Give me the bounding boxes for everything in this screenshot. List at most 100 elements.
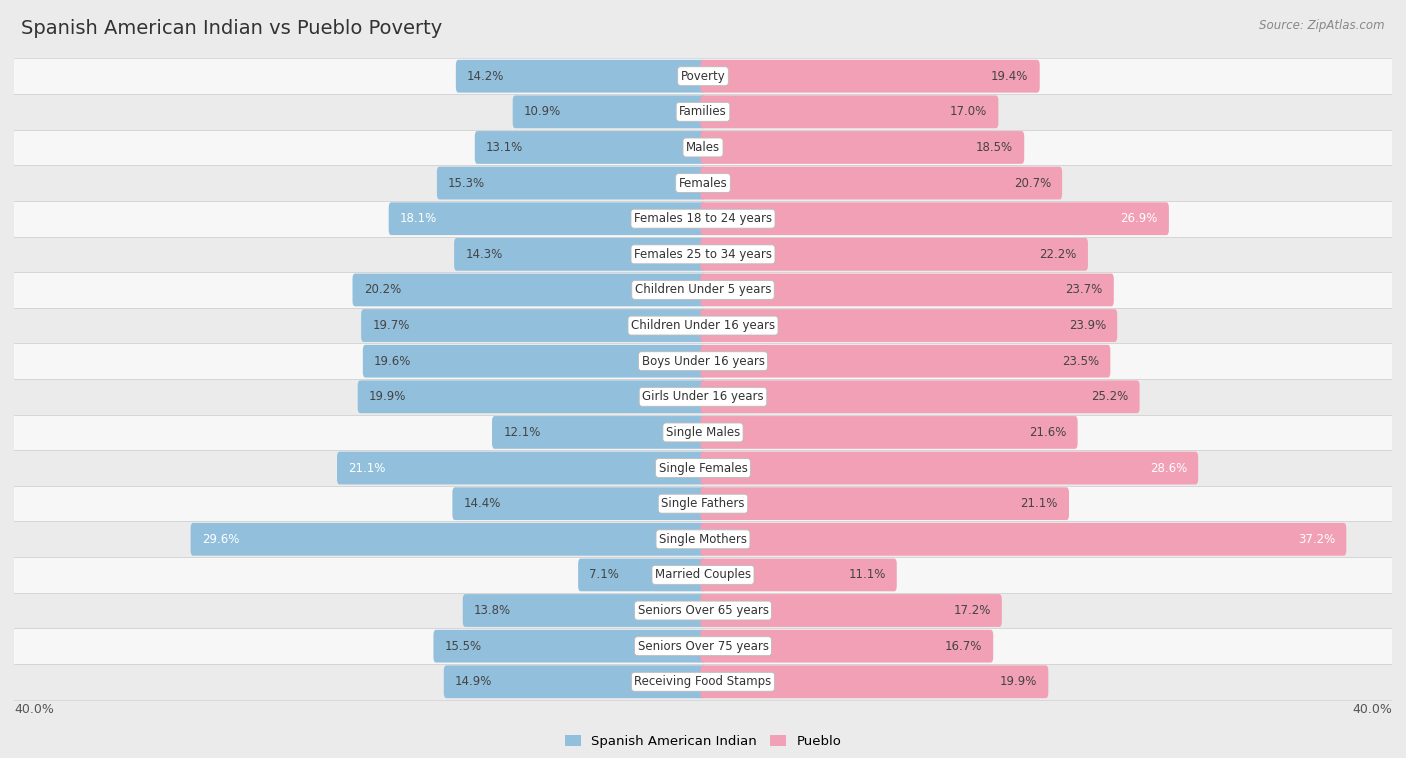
Text: 18.5%: 18.5% xyxy=(976,141,1012,154)
FancyBboxPatch shape xyxy=(453,487,706,520)
Text: Seniors Over 65 years: Seniors Over 65 years xyxy=(637,604,769,617)
Text: 14.9%: 14.9% xyxy=(456,675,492,688)
FancyBboxPatch shape xyxy=(353,274,706,306)
Text: 29.6%: 29.6% xyxy=(202,533,239,546)
FancyBboxPatch shape xyxy=(363,345,706,377)
Text: 23.5%: 23.5% xyxy=(1062,355,1099,368)
Text: 26.9%: 26.9% xyxy=(1121,212,1157,225)
Bar xyxy=(6,272,1400,308)
FancyBboxPatch shape xyxy=(700,309,1118,342)
FancyBboxPatch shape xyxy=(700,381,1140,413)
Text: 40.0%: 40.0% xyxy=(1353,703,1392,716)
Text: Children Under 5 years: Children Under 5 years xyxy=(634,283,772,296)
Text: Females 18 to 24 years: Females 18 to 24 years xyxy=(634,212,772,225)
FancyBboxPatch shape xyxy=(475,131,706,164)
Bar xyxy=(6,415,1400,450)
FancyBboxPatch shape xyxy=(388,202,706,235)
FancyBboxPatch shape xyxy=(700,202,1168,235)
Bar xyxy=(6,557,1400,593)
FancyBboxPatch shape xyxy=(361,309,706,342)
Text: Poverty: Poverty xyxy=(681,70,725,83)
Text: 21.1%: 21.1% xyxy=(349,462,385,475)
FancyBboxPatch shape xyxy=(700,523,1347,556)
FancyBboxPatch shape xyxy=(433,630,706,662)
Bar xyxy=(6,628,1400,664)
Bar xyxy=(6,236,1400,272)
Text: 17.0%: 17.0% xyxy=(950,105,987,118)
FancyBboxPatch shape xyxy=(700,60,1039,92)
Text: 40.0%: 40.0% xyxy=(14,703,53,716)
Text: 12.1%: 12.1% xyxy=(503,426,540,439)
Text: Males: Males xyxy=(686,141,720,154)
Text: 37.2%: 37.2% xyxy=(1298,533,1336,546)
Text: 14.4%: 14.4% xyxy=(464,497,501,510)
Text: Receiving Food Stamps: Receiving Food Stamps xyxy=(634,675,772,688)
Bar xyxy=(6,308,1400,343)
Text: 7.1%: 7.1% xyxy=(589,568,619,581)
FancyBboxPatch shape xyxy=(578,559,706,591)
Bar xyxy=(6,522,1400,557)
FancyBboxPatch shape xyxy=(700,238,1088,271)
Text: 17.2%: 17.2% xyxy=(953,604,991,617)
FancyBboxPatch shape xyxy=(357,381,706,413)
FancyBboxPatch shape xyxy=(700,167,1062,199)
FancyBboxPatch shape xyxy=(456,60,706,92)
Bar xyxy=(6,593,1400,628)
Text: Girls Under 16 years: Girls Under 16 years xyxy=(643,390,763,403)
Text: Spanish American Indian vs Pueblo Poverty: Spanish American Indian vs Pueblo Povert… xyxy=(21,19,443,38)
FancyBboxPatch shape xyxy=(191,523,706,556)
Text: 16.7%: 16.7% xyxy=(945,640,981,653)
Text: Families: Families xyxy=(679,105,727,118)
Bar xyxy=(6,94,1400,130)
Text: Single Males: Single Males xyxy=(666,426,740,439)
Text: 20.2%: 20.2% xyxy=(364,283,401,296)
FancyBboxPatch shape xyxy=(700,345,1111,377)
Bar xyxy=(6,130,1400,165)
Text: 14.3%: 14.3% xyxy=(465,248,502,261)
Text: 22.2%: 22.2% xyxy=(1039,248,1077,261)
Text: 21.1%: 21.1% xyxy=(1021,497,1057,510)
FancyBboxPatch shape xyxy=(700,416,1077,449)
Text: 19.6%: 19.6% xyxy=(374,355,412,368)
Text: Single Females: Single Females xyxy=(658,462,748,475)
FancyBboxPatch shape xyxy=(700,630,993,662)
FancyBboxPatch shape xyxy=(700,594,1002,627)
Bar xyxy=(6,664,1400,700)
Text: Children Under 16 years: Children Under 16 years xyxy=(631,319,775,332)
FancyBboxPatch shape xyxy=(700,452,1198,484)
FancyBboxPatch shape xyxy=(700,131,1024,164)
Bar xyxy=(6,343,1400,379)
Text: 20.7%: 20.7% xyxy=(1014,177,1050,190)
Text: 21.6%: 21.6% xyxy=(1029,426,1066,439)
Text: 15.5%: 15.5% xyxy=(444,640,482,653)
FancyBboxPatch shape xyxy=(700,96,998,128)
Text: 19.7%: 19.7% xyxy=(373,319,409,332)
Text: Married Couples: Married Couples xyxy=(655,568,751,581)
Text: Boys Under 16 years: Boys Under 16 years xyxy=(641,355,765,368)
Bar xyxy=(6,486,1400,522)
Legend: Spanish American Indian, Pueblo: Spanish American Indian, Pueblo xyxy=(560,730,846,753)
Text: 23.7%: 23.7% xyxy=(1066,283,1102,296)
FancyBboxPatch shape xyxy=(492,416,706,449)
Bar xyxy=(6,450,1400,486)
Text: Source: ZipAtlas.com: Source: ZipAtlas.com xyxy=(1260,19,1385,32)
FancyBboxPatch shape xyxy=(700,559,897,591)
Bar xyxy=(6,379,1400,415)
Text: 23.9%: 23.9% xyxy=(1069,319,1107,332)
Text: 19.9%: 19.9% xyxy=(1000,675,1038,688)
Text: 18.1%: 18.1% xyxy=(399,212,437,225)
FancyBboxPatch shape xyxy=(454,238,706,271)
Text: Single Mothers: Single Mothers xyxy=(659,533,747,546)
FancyBboxPatch shape xyxy=(700,274,1114,306)
FancyBboxPatch shape xyxy=(700,666,1049,698)
FancyBboxPatch shape xyxy=(437,167,706,199)
FancyBboxPatch shape xyxy=(337,452,706,484)
Text: 19.4%: 19.4% xyxy=(991,70,1029,83)
FancyBboxPatch shape xyxy=(463,594,706,627)
FancyBboxPatch shape xyxy=(513,96,706,128)
Text: 28.6%: 28.6% xyxy=(1150,462,1187,475)
Text: Females 25 to 34 years: Females 25 to 34 years xyxy=(634,248,772,261)
Text: 25.2%: 25.2% xyxy=(1091,390,1129,403)
Text: 15.3%: 15.3% xyxy=(449,177,485,190)
Bar xyxy=(6,201,1400,236)
